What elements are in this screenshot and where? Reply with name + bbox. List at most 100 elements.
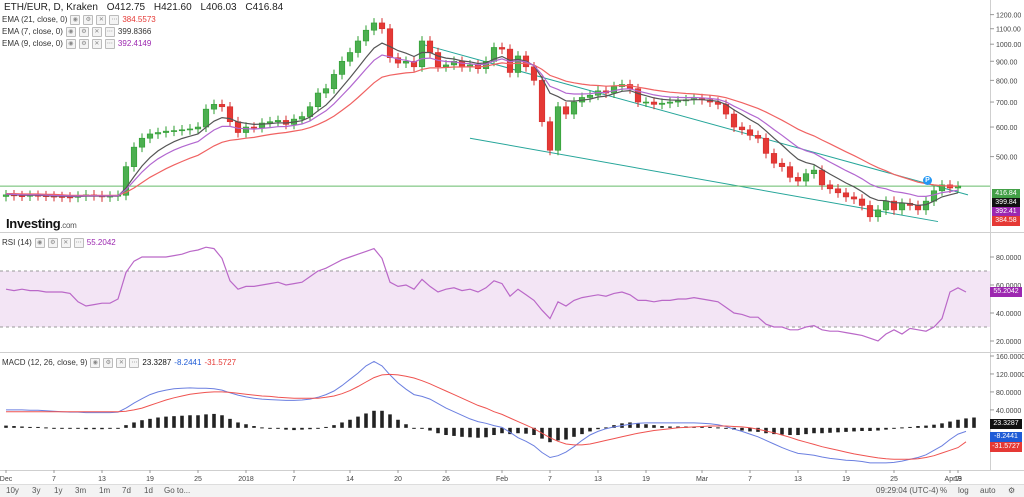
candle-body [370, 22, 378, 31]
percent-toggle[interactable]: % [940, 486, 948, 495]
macd-signal-pill: -8.2441 [990, 432, 1022, 442]
settings-icon[interactable]: ⚙ [78, 39, 89, 49]
candle-body [642, 101, 650, 104]
macd-histogram-bar [132, 422, 136, 428]
macd-histogram-bar [668, 426, 672, 428]
candle-body [178, 129, 186, 132]
macd-legend-row[interactable]: MACD (12, 26, close, 9) ◉ ⚙ ✕ ⋯ 23.3287 … [2, 357, 236, 369]
ema21-legend-row[interactable]: EMA (21, close, 0) ◉ ⚙ ✕ ⋯ 384.5573 [2, 14, 156, 26]
candle-body [194, 126, 202, 130]
candle-body [202, 108, 210, 128]
settings-icon[interactable]: ⚙ [47, 238, 58, 248]
eye-icon[interactable]: ◉ [65, 27, 76, 37]
chart-canvas[interactable]: 1200.00 1100.00 1000.00 900.00 800.00 700.00 6… [0, 0, 1024, 484]
close-icon[interactable]: ✕ [96, 15, 107, 25]
ema7-line [5, 42, 959, 207]
macd-histogram-bar [100, 427, 104, 430]
eye-icon[interactable]: ◉ [70, 15, 81, 25]
rsi-axis-label: 80.0000 [996, 255, 1021, 262]
settings-icon[interactable]: ⚙ [78, 27, 89, 37]
candle-body [514, 55, 522, 73]
eye-icon[interactable]: ◉ [65, 39, 76, 49]
range-7d[interactable]: 7d [122, 486, 131, 495]
range-1m[interactable]: 1m [99, 486, 111, 495]
candle-body [770, 153, 778, 164]
x-axis-label: 13 [98, 476, 106, 483]
x-axis-label: 19 [954, 476, 962, 483]
more-icon[interactable]: ⋯ [109, 15, 120, 25]
x-axis-label: 13 [594, 476, 602, 483]
macd-line [6, 360, 967, 464]
more-icon[interactable]: ⋯ [129, 358, 140, 368]
macd-histogram-bar [780, 427, 784, 435]
macd-histogram-bar [572, 427, 576, 437]
candle-body [754, 135, 762, 139]
macd-histogram-bar [140, 420, 144, 428]
candle-body [834, 188, 842, 194]
range-3m[interactable]: 3m [75, 486, 87, 495]
macd-histogram-bar [708, 426, 712, 428]
price-axis-label: 800.00 [996, 78, 1018, 85]
candle-body [330, 74, 338, 90]
ema9-legend-row[interactable]: EMA (9, close, 0) ◉ ⚙ ✕ ⋯ 392.4149 [2, 38, 156, 50]
range-1d[interactable]: 1d [144, 486, 153, 495]
candle-body [554, 106, 562, 151]
macd-histogram-bar [292, 427, 296, 431]
ema7-legend-row[interactable]: EMA (7, close, 0) ◉ ⚙ ✕ ⋯ 399.8366 [2, 26, 156, 38]
macd-histogram-bar [52, 427, 56, 429]
candle-body [322, 88, 330, 94]
more-icon[interactable]: ⋯ [104, 39, 115, 49]
candle-body [802, 173, 810, 182]
log-toggle[interactable]: log [958, 486, 969, 495]
settings-icon[interactable]: ⚙ [83, 15, 94, 25]
candle-body [810, 169, 818, 174]
macd-histogram-bar [332, 425, 336, 428]
candle-body [786, 166, 794, 178]
settings-icon[interactable]: ⚙ [103, 358, 114, 368]
macd-histogram-bar [308, 427, 312, 430]
ema21-line [6, 62, 958, 196]
range-10y[interactable]: 10y [6, 486, 19, 495]
more-icon[interactable]: ⋯ [104, 27, 115, 37]
macd-histogram-bar [900, 427, 904, 429]
close-icon[interactable]: ✕ [60, 238, 71, 248]
macd-histogram-bar [124, 425, 128, 428]
macd-histogram-bar [524, 427, 528, 434]
macd-histogram-bar [20, 426, 24, 428]
gear-icon[interactable]: ⚙ [1008, 486, 1016, 495]
close-icon[interactable]: ✕ [116, 358, 127, 368]
macd-histogram-bar [36, 426, 40, 428]
candle-body [730, 113, 738, 128]
macd-pill: 23.3287 [990, 419, 1022, 429]
close-icon[interactable]: ✕ [91, 27, 102, 37]
range-3y[interactable]: 3y [32, 486, 41, 495]
macd-axis-label: 120.0000 [996, 372, 1024, 379]
macd-histogram-bar [772, 427, 776, 435]
more-icon[interactable]: ⋯ [73, 238, 84, 248]
macd-histogram-bar [164, 416, 168, 428]
price-axis-label: 900.00 [996, 59, 1018, 66]
x-axis-label: 7 [748, 476, 752, 483]
x-axis-label: 2018 [238, 476, 254, 483]
eye-icon[interactable]: ◉ [90, 358, 101, 368]
candle-body [258, 122, 266, 128]
candle-body [650, 101, 658, 105]
macd-histogram-bar [884, 427, 888, 430]
rsi-legend-row[interactable]: RSI (14) ◉ ⚙ ✕ ⋯ 55.2042 [2, 237, 116, 249]
macd-histogram-bar [860, 427, 864, 431]
event-badge-icon[interactable]: P [923, 176, 932, 185]
goto-button[interactable]: Go to... [164, 486, 191, 495]
auto-toggle[interactable]: auto [980, 486, 996, 495]
eye-icon[interactable]: ◉ [34, 238, 45, 248]
candle-body [450, 60, 458, 66]
range-1y[interactable]: 1y [54, 486, 63, 495]
candle-body [914, 205, 922, 211]
macd-value: 23.3287 [142, 358, 172, 367]
close-icon[interactable]: ✕ [91, 39, 102, 49]
macd-histogram-bar [196, 415, 200, 428]
x-axis-label: 14 [346, 476, 354, 483]
macd-histogram-bar [116, 427, 120, 429]
macd-histogram-bar [300, 427, 304, 430]
ema9-value: 392.4149 [117, 39, 152, 48]
macd-histogram-bar [60, 427, 64, 429]
